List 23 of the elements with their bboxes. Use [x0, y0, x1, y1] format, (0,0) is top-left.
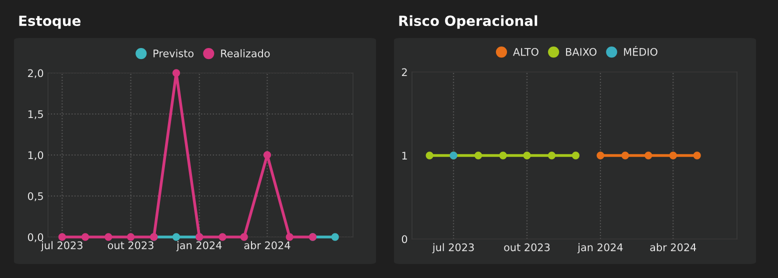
legend-label: BAIXO: [566, 48, 596, 56]
x-tick-label: jul 2023: [432, 243, 474, 254]
y-tick-label: 2: [402, 68, 407, 76]
legend-label: Previsto: [154, 49, 194, 58]
y-tick-label: 0: [402, 235, 408, 244]
chart-title: Estoque: [19, 16, 81, 29]
x-tick-label: jul 2023: [40, 241, 82, 252]
x-tick-label: abr 2024: [650, 243, 696, 252]
y-tick-label: 0,0: [28, 233, 44, 242]
legend-label: MÉDIO: [624, 46, 658, 56]
y-tick-label: 1: [402, 152, 407, 160]
x-tick-label: out 2023: [108, 241, 154, 250]
y-tick-label: 2,0: [28, 69, 44, 78]
x-tick-label: jan 2024: [176, 241, 222, 252]
legend-label: Realizado: [221, 49, 270, 58]
y-tick-label: 1,0: [28, 151, 44, 160]
x-tick-label: abr 2024: [244, 241, 290, 250]
y-tick-label: 1,5: [28, 110, 43, 120]
y-tick-label: 0,5: [28, 192, 43, 202]
legend-label: ALTO: [513, 48, 538, 56]
x-tick-label: out 2023: [504, 243, 550, 252]
x-tick-label: jan 2024: [577, 243, 623, 254]
chart-title: Risco Operacional: [399, 15, 538, 29]
